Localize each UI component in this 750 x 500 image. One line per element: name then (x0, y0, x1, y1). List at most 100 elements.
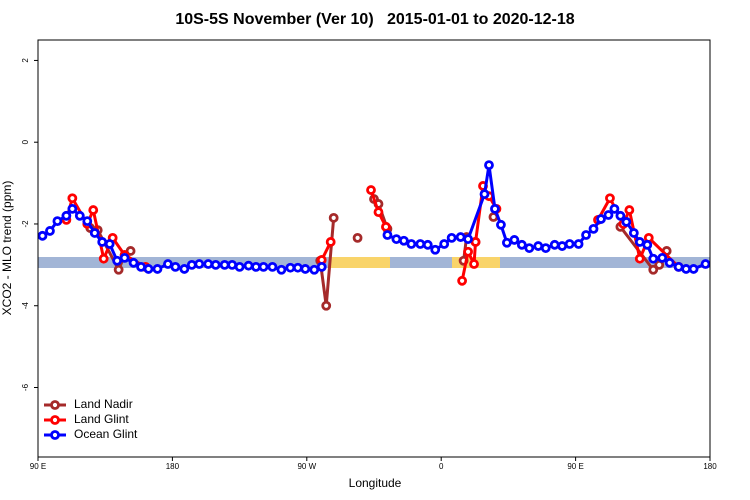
y-axis-label: XCO2 - MLO trend (ppm) (0, 181, 14, 316)
point (615, 210, 626, 221)
point (210, 259, 221, 270)
point (391, 234, 402, 244)
point (469, 259, 479, 269)
point (463, 246, 473, 257)
point (45, 226, 55, 236)
point (573, 239, 584, 249)
point (143, 264, 154, 274)
point (463, 234, 473, 244)
point (67, 193, 78, 204)
point (234, 261, 245, 272)
point (524, 243, 535, 253)
point (688, 264, 699, 274)
y-tick-label: -2 (21, 220, 30, 228)
x-tick-label: 0 (439, 462, 444, 471)
point (439, 239, 450, 249)
point (415, 239, 426, 249)
point (490, 203, 500, 214)
point (509, 235, 520, 245)
point (136, 261, 146, 272)
point (186, 259, 197, 270)
x-tick-label: 180 (703, 462, 717, 471)
legend-marker (50, 430, 60, 440)
point (128, 257, 139, 268)
point (98, 253, 109, 264)
legend-label: Land Glint (74, 412, 129, 426)
point (325, 237, 336, 247)
point (621, 217, 632, 227)
point (227, 259, 238, 270)
point (664, 257, 675, 268)
point (557, 241, 568, 251)
x-tick-label: 90 E (567, 462, 583, 471)
point (119, 253, 130, 263)
point (496, 219, 506, 230)
point (673, 261, 684, 272)
point (642, 239, 653, 250)
point (700, 259, 711, 269)
point (170, 261, 181, 272)
plot (37, 160, 711, 311)
point (628, 228, 639, 238)
point (634, 237, 645, 247)
point (470, 237, 481, 247)
point (194, 259, 205, 269)
point (516, 239, 527, 250)
chart-title: 10S-5S November (Ver 10) 2015-01-01 to 2… (175, 11, 574, 28)
point (67, 203, 78, 214)
point (398, 235, 409, 246)
point (292, 262, 303, 273)
land-band (330, 257, 390, 268)
x-tick-label: 90 W (297, 462, 316, 471)
point (352, 232, 363, 243)
point (82, 216, 93, 227)
point (540, 243, 551, 253)
x-axis-label: Longitude (349, 476, 402, 490)
point (309, 264, 320, 275)
series (37, 160, 711, 275)
legend-label: Ocean Glint (74, 427, 138, 441)
point (316, 261, 327, 272)
point (648, 253, 659, 264)
point (276, 264, 287, 275)
point (422, 239, 433, 250)
point (605, 193, 615, 204)
point (219, 259, 230, 270)
point (382, 230, 393, 240)
point (37, 230, 48, 241)
point (457, 275, 468, 286)
point (446, 232, 457, 243)
point (634, 253, 645, 264)
legend-label: Land Nadir (74, 397, 133, 411)
point (596, 214, 606, 224)
point (366, 185, 376, 195)
point (104, 239, 115, 249)
point (603, 210, 614, 220)
point (251, 261, 261, 272)
point (609, 203, 620, 214)
point (285, 262, 296, 273)
point (328, 212, 339, 223)
point (381, 221, 391, 232)
point (321, 300, 332, 311)
point (243, 260, 254, 271)
point (624, 205, 635, 215)
point (406, 239, 417, 249)
point (300, 264, 311, 274)
y-tick-label: 2 (21, 58, 30, 63)
point (89, 228, 100, 238)
point (163, 259, 173, 269)
point (502, 237, 512, 248)
point (479, 189, 490, 200)
point (549, 239, 560, 250)
point (113, 264, 124, 275)
point (581, 230, 591, 240)
point (74, 210, 85, 221)
point (179, 264, 190, 274)
y-tick-label: -6 (21, 383, 30, 391)
point (373, 207, 384, 218)
point (61, 210, 72, 221)
x-tick-label: 90 E (30, 462, 46, 471)
point (681, 264, 692, 274)
